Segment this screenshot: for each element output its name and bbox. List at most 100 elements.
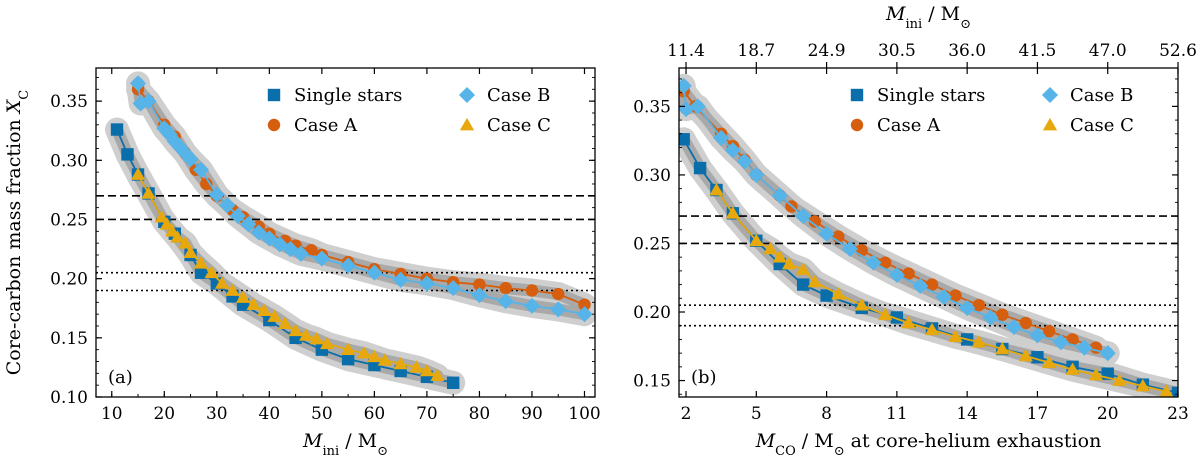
data-point-case-b xyxy=(713,129,730,146)
data-point-case-b xyxy=(1005,319,1023,336)
data-point-case-b xyxy=(497,293,514,310)
data-point-case-c xyxy=(154,209,169,223)
data-point-case-c xyxy=(235,290,251,303)
data-point-case-c xyxy=(298,328,314,341)
data-point-case-b xyxy=(1076,339,1093,356)
y-tick-label: 0.30 xyxy=(633,166,671,186)
data-point-case-b xyxy=(445,280,462,297)
top-tick-label: 41.5 xyxy=(1019,41,1057,61)
data-point-case-c xyxy=(854,298,869,311)
data-point-case-b xyxy=(161,126,178,143)
data-point-case-c xyxy=(781,256,797,270)
data-point-case-c xyxy=(807,274,823,288)
data-point-case-b xyxy=(240,216,257,233)
data-point-case-b xyxy=(471,287,488,304)
data-point-case-b xyxy=(340,257,357,274)
data-point-case-c xyxy=(1112,373,1127,386)
x-tick-label: 23 xyxy=(1167,404,1189,424)
x-tick-label: 14 xyxy=(956,404,978,424)
x-tick-label: 2 xyxy=(681,404,692,424)
data-point-case-c xyxy=(393,356,408,370)
data-point-case-c xyxy=(288,323,303,337)
data-point-case-c xyxy=(709,182,724,196)
data-point-case-c xyxy=(831,287,846,300)
top-tick-label: 30.5 xyxy=(878,41,916,61)
x-tick-label: 100 xyxy=(568,404,600,424)
y-tick-label: 0.20 xyxy=(633,303,671,323)
data-point-case-c xyxy=(725,206,741,219)
legend-marker-case-b xyxy=(1041,86,1059,104)
data-point-case-a xyxy=(552,287,565,301)
data-point-case-c xyxy=(267,309,282,322)
data-point-case-c xyxy=(430,368,445,382)
data-point-case-c xyxy=(309,331,324,345)
y-tick-label: 0.35 xyxy=(633,97,671,117)
data-point-case-a xyxy=(1066,333,1079,346)
data-point-case-c xyxy=(246,297,261,311)
data-point-case-c xyxy=(1018,348,1033,362)
data-point-case-b xyxy=(282,241,299,258)
legend-label-case-a: Case A xyxy=(294,115,358,136)
data-point-case-c xyxy=(948,329,963,343)
data-point-case-b xyxy=(550,301,567,318)
data-point-case-b xyxy=(576,306,593,323)
data-point-case-b xyxy=(229,207,246,224)
x-tick-label: 17 xyxy=(1027,404,1049,424)
legend-marker-single-stars xyxy=(267,88,281,102)
data-point-case-b xyxy=(865,254,882,271)
data-point-case-a xyxy=(855,244,868,257)
y-tick-label: 0.10 xyxy=(50,388,88,408)
data-point-case-b xyxy=(208,186,225,203)
data-point-case-b xyxy=(392,271,409,288)
data-point-case-b xyxy=(982,309,999,326)
x-tick-label: 20 xyxy=(1097,404,1119,424)
data-point-case-c xyxy=(924,322,940,336)
data-point-case-c xyxy=(130,167,146,180)
data-point-case-c xyxy=(1042,355,1057,369)
data-point-case-b xyxy=(748,166,765,183)
x-tick-label: 80 xyxy=(469,404,491,424)
plot-frame xyxy=(678,67,1179,398)
y-tick-label: 0.25 xyxy=(633,234,671,254)
legend-marker-case-a xyxy=(850,118,864,132)
data-point-case-c xyxy=(419,363,435,377)
data-point-case-b xyxy=(795,207,812,225)
top-tick-label: 36.0 xyxy=(948,41,986,61)
data-point-case-b xyxy=(1029,327,1046,344)
x-tick-label: 40 xyxy=(259,404,281,424)
data-point-case-c xyxy=(796,262,811,275)
x-tick-label: 70 xyxy=(416,404,438,424)
x-tick-label: 11 xyxy=(886,404,908,424)
data-point-case-b xyxy=(959,299,976,316)
data-point-case-b xyxy=(171,139,189,156)
data-point-case-b xyxy=(679,101,695,118)
data-point-case-b xyxy=(736,153,753,170)
legend-marker-case-a xyxy=(267,118,281,132)
data-point-case-c xyxy=(193,256,209,269)
data-point-case-c xyxy=(141,186,156,199)
data-point-case-c xyxy=(356,346,372,359)
data-point-case-b xyxy=(418,275,435,292)
data-point-case-b xyxy=(724,142,741,159)
data-point-case-c xyxy=(204,265,219,279)
data-point-case-a xyxy=(499,281,512,295)
plot-area xyxy=(679,73,1178,397)
data-point-single-stars xyxy=(796,278,810,291)
data-point-case-b xyxy=(250,224,267,241)
data-point-case-a xyxy=(578,298,591,311)
legend-marker-single-stars xyxy=(850,88,864,102)
top-tick-label: 11.4 xyxy=(667,41,705,61)
data-point-case-c xyxy=(1135,378,1150,392)
top-tick-label: 24.9 xyxy=(808,41,846,61)
y-tick-label: 0.25 xyxy=(50,210,88,230)
data-point-case-c xyxy=(178,236,193,249)
data-point-single-stars xyxy=(341,352,355,366)
plot-frame xyxy=(95,67,596,398)
panel-label: (a) xyxy=(108,367,133,388)
data-point-case-a xyxy=(925,278,939,291)
data-point-case-c xyxy=(170,230,185,243)
data-point-case-b xyxy=(912,277,929,295)
data-point-case-c xyxy=(159,217,175,230)
data-point-case-b xyxy=(935,288,952,305)
